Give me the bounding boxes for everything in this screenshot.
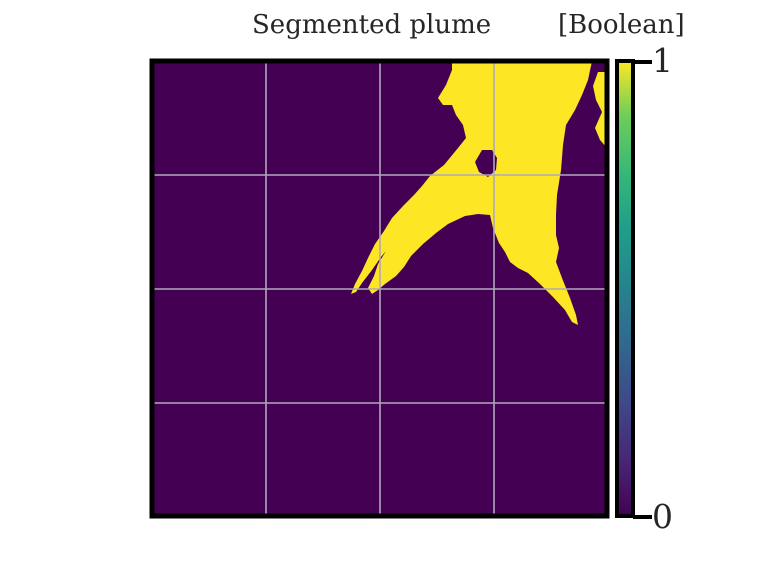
- colorbar-tick-label-max: 1: [652, 41, 673, 80]
- chart-title: Segmented plume: [252, 10, 492, 40]
- plot-frame: [149, 58, 610, 519]
- plume-hole: [475, 150, 497, 177]
- plume-main: [351, 61, 592, 325]
- plume-region: [351, 61, 607, 325]
- grid-lines: [152, 61, 607, 516]
- colorbar-unit-label: [Boolean]: [558, 10, 685, 40]
- colorbar-tick-label-min: 0: [652, 497, 673, 536]
- colorbar: [615, 59, 635, 518]
- plume-right-edge: [593, 72, 607, 148]
